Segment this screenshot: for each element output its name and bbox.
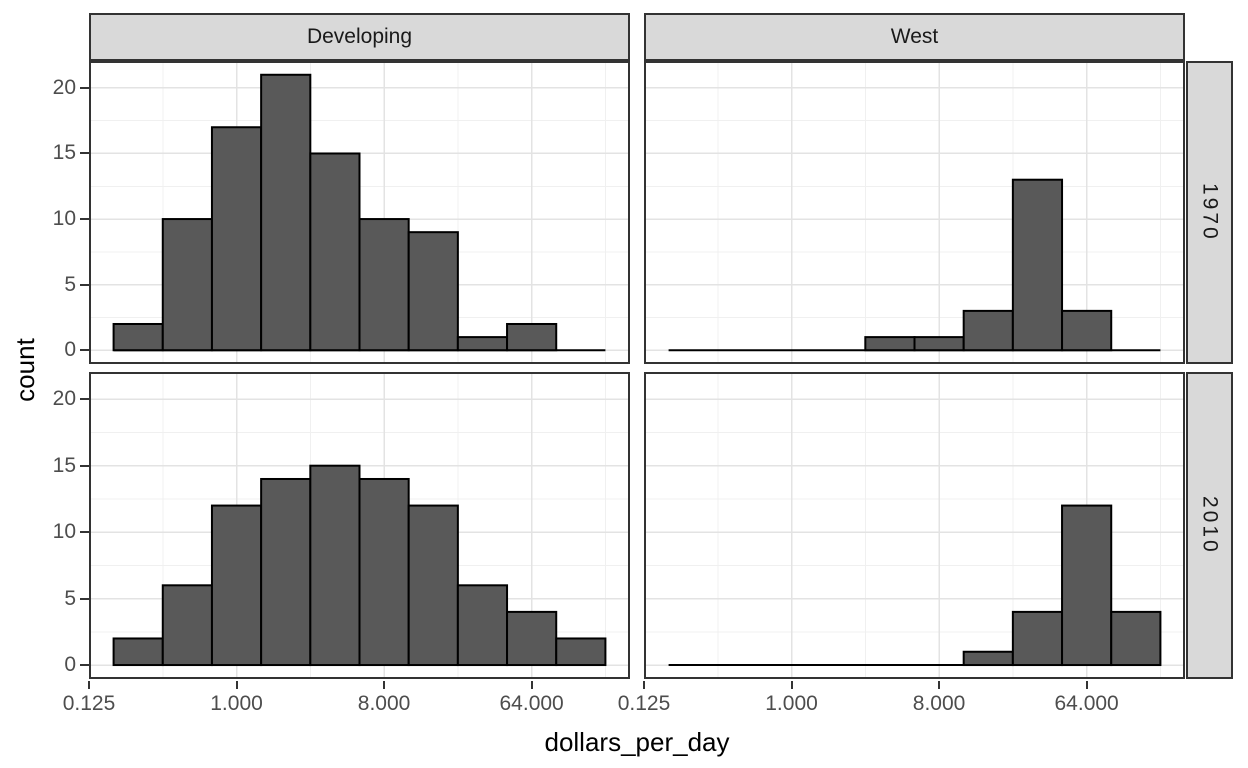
y-axis-tick bbox=[80, 398, 89, 401]
y-axis-tick bbox=[80, 86, 89, 89]
y-axis-tick bbox=[80, 283, 89, 286]
facet-row-label-1970: 1970 bbox=[1198, 183, 1222, 242]
x-tick-label: 0.125 bbox=[62, 692, 116, 715]
x-axis-tick bbox=[383, 681, 386, 689]
histogram-bar bbox=[506, 322, 558, 352]
x-axis-tick bbox=[643, 681, 645, 689]
facet-column-label-west: West bbox=[890, 25, 939, 48]
histogram-bar bbox=[112, 637, 164, 667]
x-tick-label: 8.000 bbox=[357, 692, 411, 715]
x-tick-label: 1.000 bbox=[765, 692, 818, 715]
x-axis-tick bbox=[938, 681, 941, 689]
y-axis-tick bbox=[80, 531, 89, 534]
histogram-bar bbox=[962, 650, 1014, 667]
histogram-bar bbox=[1011, 610, 1064, 667]
facet-row-strip-1970: 1970 bbox=[1186, 61, 1233, 364]
histogram-bar bbox=[407, 231, 459, 352]
histogram-bar bbox=[456, 336, 509, 352]
facet-column-strip-developing: Developing bbox=[89, 13, 630, 61]
y-axis-tick bbox=[80, 218, 89, 221]
x-tick-label: 64.000 bbox=[1054, 692, 1119, 715]
histogram-bar bbox=[456, 584, 509, 667]
x-axis-tick bbox=[790, 681, 793, 689]
histogram-bar bbox=[913, 336, 965, 352]
y-tick-label: 20 bbox=[52, 75, 76, 99]
y-axis-tick bbox=[80, 664, 89, 667]
panel-border bbox=[644, 61, 1185, 364]
facet-column-label-developing: Developing bbox=[306, 25, 413, 48]
panel-border bbox=[644, 372, 1185, 679]
histogram-bar bbox=[1110, 610, 1162, 667]
y-axis-tick bbox=[80, 152, 89, 155]
histogram-bar bbox=[407, 504, 459, 667]
facet-row-label-2010: 2010 bbox=[1198, 496, 1222, 555]
x-axis-tick bbox=[235, 681, 238, 689]
histogram-bar bbox=[309, 464, 361, 667]
histogram-panel-west-2010 bbox=[644, 372, 1185, 679]
x-axis-title: dollars_per_day bbox=[544, 727, 730, 757]
histogram-bar bbox=[112, 322, 164, 352]
histogram-bar bbox=[210, 504, 263, 667]
histogram-bar bbox=[260, 73, 312, 352]
x-tick-label: 64.000 bbox=[499, 692, 564, 715]
histogram-panel-developing-2010 bbox=[89, 372, 630, 679]
histogram-bar bbox=[555, 637, 607, 667]
y-tick-label: 5 bbox=[64, 586, 76, 610]
histogram-bar bbox=[260, 477, 312, 667]
y-tick-label: 20 bbox=[52, 387, 76, 411]
x-axis-tick bbox=[88, 681, 90, 689]
y-tick-label: 10 bbox=[52, 207, 76, 231]
y-tick-label: 5 bbox=[64, 272, 76, 296]
y-axis-tick bbox=[80, 597, 89, 600]
histogram-bar bbox=[309, 152, 361, 352]
histogram-bar bbox=[962, 309, 1014, 352]
histogram-bar bbox=[506, 610, 558, 667]
y-axis-tick bbox=[80, 464, 89, 467]
x-axis-tick bbox=[1085, 681, 1088, 689]
histogram-bar bbox=[1061, 504, 1113, 667]
histogram-bar bbox=[358, 218, 410, 352]
histogram-bar bbox=[864, 336, 916, 352]
y-tick-label: 15 bbox=[52, 141, 76, 165]
histogram-bar bbox=[1011, 178, 1064, 352]
y-tick-label: 10 bbox=[52, 520, 76, 544]
panel-border bbox=[89, 61, 630, 364]
panel-border bbox=[89, 372, 630, 679]
x-tick-label: 1.000 bbox=[210, 692, 263, 715]
x-tick-label: 8.000 bbox=[912, 692, 966, 715]
histogram-panel-west-1970 bbox=[644, 61, 1185, 364]
x-tick-label: 0.125 bbox=[617, 692, 671, 715]
histogram-bar bbox=[358, 477, 410, 667]
histogram-bar bbox=[161, 584, 213, 667]
histogram-bar bbox=[210, 126, 263, 352]
y-axis-tick bbox=[80, 349, 89, 352]
y-tick-label: 15 bbox=[52, 453, 76, 477]
x-axis-tick bbox=[530, 681, 533, 689]
histogram-panel-developing-1970 bbox=[89, 61, 630, 364]
histogram-bar bbox=[1061, 309, 1113, 352]
y-tick-label: 0 bbox=[64, 653, 76, 677]
histogram-bar bbox=[161, 218, 213, 352]
facet-row-strip-2010: 2010 bbox=[1186, 372, 1233, 679]
facet-column-strip-west: West bbox=[644, 13, 1185, 61]
y-axis-title: count bbox=[10, 338, 40, 402]
y-tick-label: 0 bbox=[64, 338, 76, 362]
